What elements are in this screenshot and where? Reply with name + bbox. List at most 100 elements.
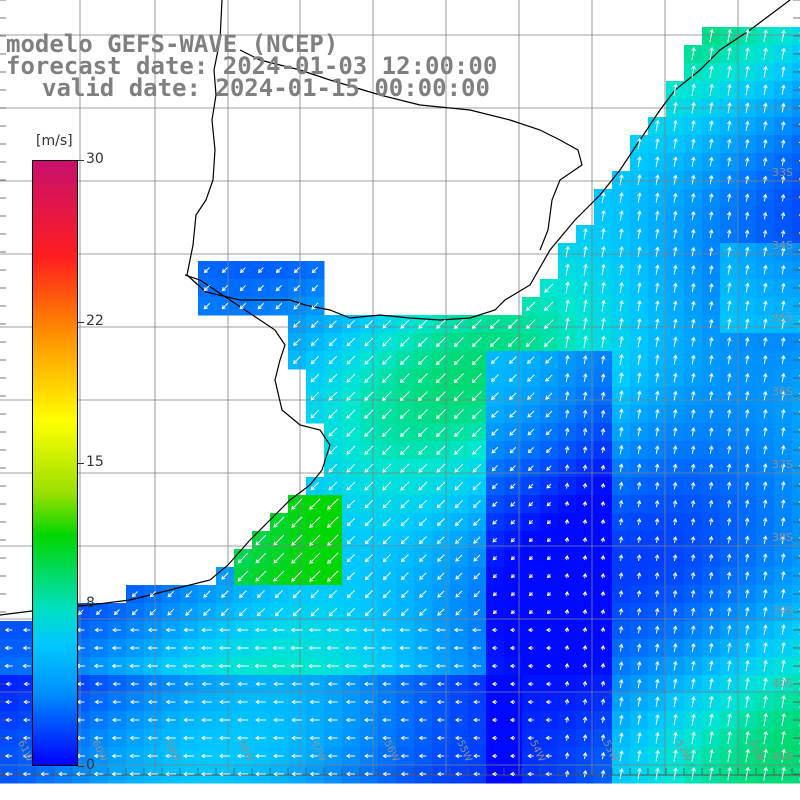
wind-arrow-head (618, 481, 624, 486)
wind-arrow-head (363, 699, 369, 705)
wind-arrow (382, 481, 392, 491)
wind-arrow (727, 625, 731, 635)
wind-arrow (365, 554, 373, 562)
wind-arrow-head (453, 324, 459, 330)
wind-arrow (455, 572, 463, 580)
wind-arrow-head (418, 342, 423, 347)
wind-arrow-head (290, 627, 295, 633)
wind-arrow-head (727, 282, 732, 287)
wind-arrow-head (781, 641, 786, 647)
wind-arrow-head (291, 717, 296, 723)
wind-arrow (346, 445, 356, 455)
wind-arrow-head (673, 300, 678, 305)
wind-arrow-head (763, 677, 768, 682)
wind-arrow-head (672, 607, 678, 612)
wind-arrow-head (673, 192, 678, 197)
wind-arrow-head (509, 449, 514, 454)
wind-arrow (781, 140, 785, 148)
wind-arrow (781, 589, 785, 599)
wind-arrow-head (509, 431, 514, 436)
wind-arrow (583, 373, 587, 383)
wind-arrow-head (619, 210, 624, 215)
wind-arrow (400, 517, 410, 527)
wind-arrow (382, 373, 392, 383)
wind-arrow-head (727, 318, 732, 323)
wind-arrow-head (582, 554, 588, 560)
wind-arrow-head (328, 486, 333, 491)
wind-arrow (583, 282, 587, 294)
wind-arrow (436, 409, 446, 419)
wind-arrow (763, 749, 767, 763)
wind-arrow-head (256, 612, 261, 617)
wind-arrow (637, 138, 641, 150)
wind-arrow (527, 392, 535, 400)
wind-arrow (418, 409, 428, 419)
wind-arrow (382, 409, 392, 419)
wind-arrow (185, 590, 193, 598)
wind-arrow-head (745, 748, 750, 754)
wind-arrow-head (327, 577, 332, 582)
wind-arrow-head (292, 359, 298, 365)
wind-arrow-head (726, 607, 732, 612)
wind-arrow-head (637, 390, 642, 395)
wind-arrow (437, 590, 445, 598)
wind-arrow (526, 319, 536, 329)
wind-arrow-head (362, 663, 367, 669)
wind-arrow-head (255, 699, 260, 705)
wind-arrow-head (237, 771, 242, 777)
wind-arrow (655, 714, 659, 726)
wind-arrow (400, 499, 410, 509)
wind-arrow (709, 193, 713, 203)
wind-arrow (691, 767, 695, 781)
wind-arrow (655, 732, 659, 744)
wind-arrow (745, 103, 749, 113)
wind-arrow (691, 283, 695, 293)
wind-arrow-head (691, 138, 696, 143)
wind-arrow (781, 103, 785, 113)
wind-arrow (619, 445, 623, 455)
wind-arrow-head (636, 536, 642, 541)
wind-arrow-head (149, 593, 154, 598)
wind-arrow-head (273, 577, 278, 582)
wind-arrow-head (454, 504, 459, 509)
wind-arrow-head (112, 681, 117, 687)
wind-arrow-head (311, 287, 316, 292)
wind-arrow-head (94, 627, 99, 633)
wind-arrow (329, 320, 337, 328)
wind-arrow (781, 731, 785, 745)
wind-arrow-head (745, 120, 750, 125)
wind-arrow-head (381, 414, 387, 420)
wind-arrow-head (726, 463, 732, 468)
wind-arrow (763, 212, 767, 220)
wind-arrow (673, 608, 677, 616)
wind-arrow-head (565, 317, 570, 322)
wind-arrow (328, 607, 338, 617)
wind-arrow-head (507, 324, 513, 330)
wind-arrow (491, 464, 499, 472)
wind-arrow-head (328, 612, 333, 617)
wind-arrow (763, 247, 767, 257)
wind-arrow-head (564, 590, 570, 596)
wind-arrow-head (510, 484, 515, 489)
wind-arrow-head (691, 83, 696, 88)
wind-arrow (691, 679, 695, 689)
wind-arrow (203, 608, 211, 616)
wind-arrow (655, 355, 659, 365)
wind-arrow-head (309, 717, 314, 723)
wind-arrow-head (619, 371, 624, 377)
wind-arrow-head (709, 731, 714, 736)
wind-arrow (745, 230, 749, 238)
wind-arrow-head (327, 717, 332, 723)
wind-arrow-head (762, 211, 768, 217)
wind-arrow (364, 319, 374, 329)
wind-arrow (472, 409, 482, 419)
wind-arrow (510, 465, 516, 471)
wind-arrow-head (399, 414, 405, 420)
wind-arrow-head (763, 408, 768, 414)
wind-arrow (655, 337, 659, 347)
wind-arrow-head (709, 372, 714, 378)
wind-arrow-head (492, 574, 497, 579)
wind-arrow-head (345, 753, 351, 759)
wind-arrow (745, 29, 749, 43)
wind-arrow (709, 767, 713, 781)
